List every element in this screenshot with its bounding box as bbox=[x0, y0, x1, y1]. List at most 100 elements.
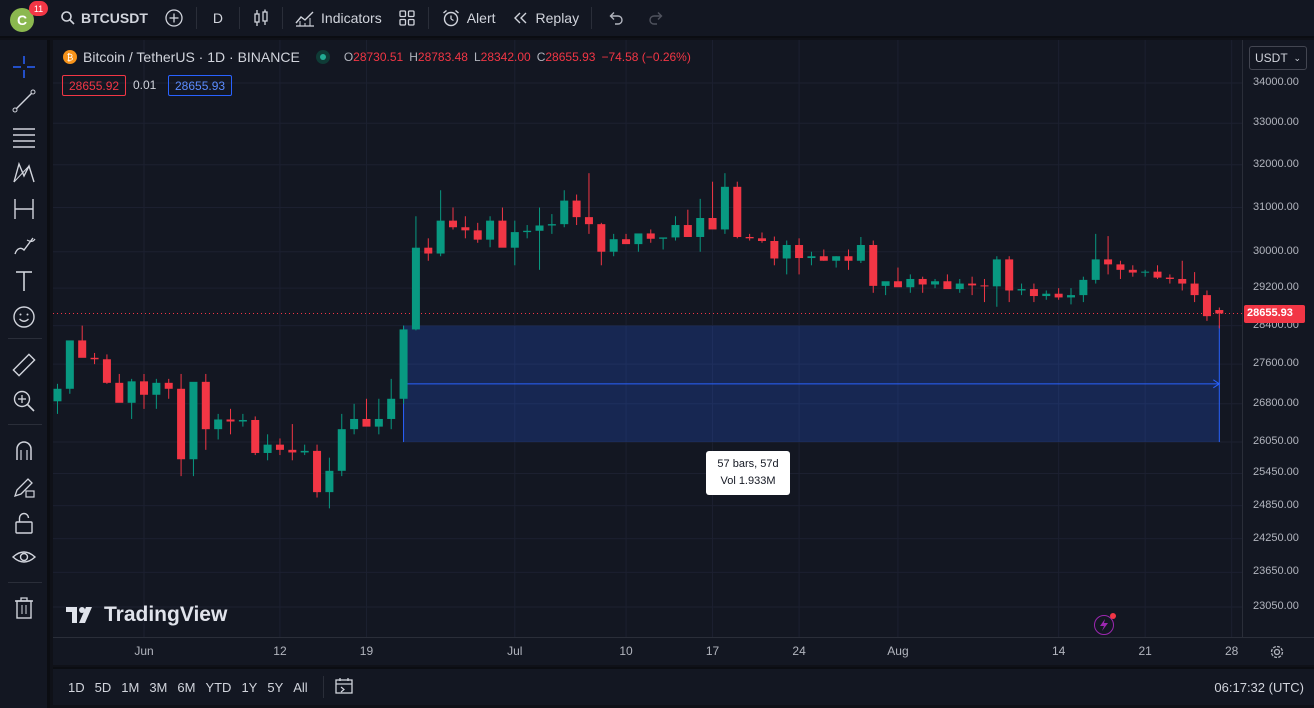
buy-price-box[interactable]: 28655.93 bbox=[168, 75, 233, 96]
candle bbox=[1128, 265, 1137, 277]
tradingview-watermark: TradingView bbox=[66, 603, 227, 627]
chart-type-button[interactable] bbox=[244, 0, 278, 37]
candle bbox=[473, 222, 482, 243]
time-axis[interactable]: Jun 12 19 Jul 10 17 24 Aug 14 21 28 bbox=[53, 637, 1314, 665]
candle bbox=[288, 424, 297, 461]
price-axis[interactable]: USDT ⌄ 34000.00 33000.00 32000.00 31000.00 3… bbox=[1242, 40, 1314, 637]
candle bbox=[856, 236, 865, 264]
candle bbox=[1042, 290, 1051, 300]
replay-button[interactable]: Replay bbox=[504, 0, 588, 37]
time-tick-label: 14 bbox=[1051, 644, 1066, 658]
candle bbox=[918, 276, 927, 293]
chart-legend: ₿ Bitcoin / TetherUS · 1D · BINANCE O287… bbox=[63, 49, 691, 65]
market-status-dot[interactable] bbox=[315, 50, 330, 64]
candle-body bbox=[980, 285, 989, 287]
text-icon bbox=[16, 271, 32, 291]
price-tick-label: 26050.00 bbox=[1253, 435, 1299, 448]
candle bbox=[523, 225, 532, 239]
ohlc-close: C28655.93 bbox=[536, 50, 596, 64]
candle bbox=[510, 220, 519, 266]
range-button-1y[interactable]: 1Y bbox=[241, 679, 258, 695]
svg-text:₿: ₿ bbox=[67, 53, 74, 64]
sell-price-box[interactable]: 28655.92 bbox=[62, 75, 127, 96]
candle-body bbox=[1079, 279, 1088, 296]
chart-settings-button[interactable] bbox=[1269, 644, 1285, 665]
price-tick-label: 33000.00 bbox=[1253, 116, 1299, 129]
candle-body bbox=[1215, 310, 1224, 314]
divider bbox=[8, 424, 42, 425]
range-button-6m[interactable]: 6M bbox=[177, 679, 196, 695]
brush-tool[interactable] bbox=[9, 230, 39, 260]
text-tool[interactable] bbox=[9, 266, 39, 296]
interval-button[interactable]: D bbox=[201, 0, 235, 37]
candle bbox=[411, 216, 420, 331]
magnet-tool[interactable] bbox=[9, 436, 39, 466]
candle bbox=[634, 233, 643, 252]
layouts-button[interactable] bbox=[390, 0, 424, 37]
zoom-tool[interactable] bbox=[9, 386, 39, 416]
time-tick-label: 10 bbox=[619, 644, 633, 658]
compare-button[interactable] bbox=[156, 0, 192, 37]
candle-body bbox=[1178, 278, 1187, 284]
candle bbox=[424, 238, 433, 261]
symbol-label: BTCUSDT bbox=[81, 10, 148, 26]
undo-button[interactable] bbox=[596, 0, 636, 37]
clock-label[interactable]: 06:17:32 (UTC) bbox=[1214, 679, 1304, 695]
trend-line-icon bbox=[12, 89, 36, 113]
candle bbox=[461, 216, 470, 239]
candle-body bbox=[313, 450, 322, 493]
candle-body bbox=[572, 200, 581, 218]
new-dot bbox=[1110, 613, 1116, 619]
candle bbox=[325, 457, 334, 509]
range-button-1d[interactable]: 1D bbox=[68, 679, 85, 695]
candle-body bbox=[547, 224, 556, 226]
candle bbox=[683, 209, 692, 237]
indicators-button[interactable]: Indicators bbox=[287, 0, 390, 37]
range-button-ytd[interactable]: YTD bbox=[205, 679, 232, 695]
pattern-tool[interactable] bbox=[9, 158, 39, 188]
redo-icon bbox=[649, 12, 663, 25]
fib-tool[interactable] bbox=[9, 122, 39, 152]
currency-select[interactable]: USDT ⌄ bbox=[1249, 46, 1307, 70]
remove-drawings-tool[interactable] bbox=[9, 593, 39, 623]
candlestick-chart[interactable] bbox=[53, 40, 1242, 637]
chart-pane[interactable]: ₿ Bitcoin / TetherUS · 1D · BINANCE O287… bbox=[53, 40, 1242, 637]
alert-button[interactable]: Alert bbox=[433, 0, 504, 37]
candle bbox=[720, 173, 729, 234]
candle-body bbox=[671, 225, 680, 238]
range-button-5y[interactable]: 5Y bbox=[267, 679, 284, 695]
candle-body bbox=[906, 278, 915, 288]
crosshair-tool[interactable] bbox=[9, 52, 39, 82]
redo-button[interactable] bbox=[636, 0, 676, 37]
time-tick-label: 28 bbox=[1224, 644, 1239, 658]
candle bbox=[795, 238, 804, 275]
ruler-icon bbox=[12, 353, 36, 377]
measure-tooltip: 57 bars, 57d Vol 1.933M bbox=[706, 451, 790, 495]
alert-label: Alert bbox=[466, 10, 496, 26]
range-button-5d[interactable]: 5D bbox=[94, 679, 112, 695]
candle-body bbox=[288, 449, 297, 453]
candle bbox=[53, 383, 62, 414]
range-button-all[interactable]: All bbox=[293, 679, 308, 695]
lightning-button[interactable] bbox=[1094, 613, 1116, 635]
lock-all-tool[interactable] bbox=[9, 508, 39, 538]
candle bbox=[931, 278, 940, 289]
candle-body bbox=[646, 233, 655, 239]
trend-line-tool[interactable] bbox=[9, 86, 39, 116]
lightning-icon bbox=[1100, 619, 1108, 631]
symbol-search-button[interactable]: BTCUSDT bbox=[52, 0, 156, 37]
projection-tool[interactable] bbox=[9, 194, 39, 224]
date-range-button[interactable] bbox=[334, 677, 354, 698]
emoji-tool[interactable] bbox=[9, 302, 39, 332]
hide-drawings-tool[interactable] bbox=[9, 542, 39, 572]
candle-body bbox=[881, 281, 890, 286]
lock-drawing-tool[interactable] bbox=[9, 472, 39, 502]
candle bbox=[399, 325, 408, 404]
ruler-tool[interactable] bbox=[9, 350, 39, 380]
measure-bars: 57 bars, 57d bbox=[717, 458, 779, 470]
candle bbox=[1005, 256, 1014, 303]
drawing-toolbar bbox=[0, 40, 50, 708]
range-button-3m[interactable]: 3M bbox=[149, 679, 168, 695]
range-button-1m[interactable]: 1M bbox=[121, 679, 140, 695]
candle-body bbox=[226, 419, 235, 422]
